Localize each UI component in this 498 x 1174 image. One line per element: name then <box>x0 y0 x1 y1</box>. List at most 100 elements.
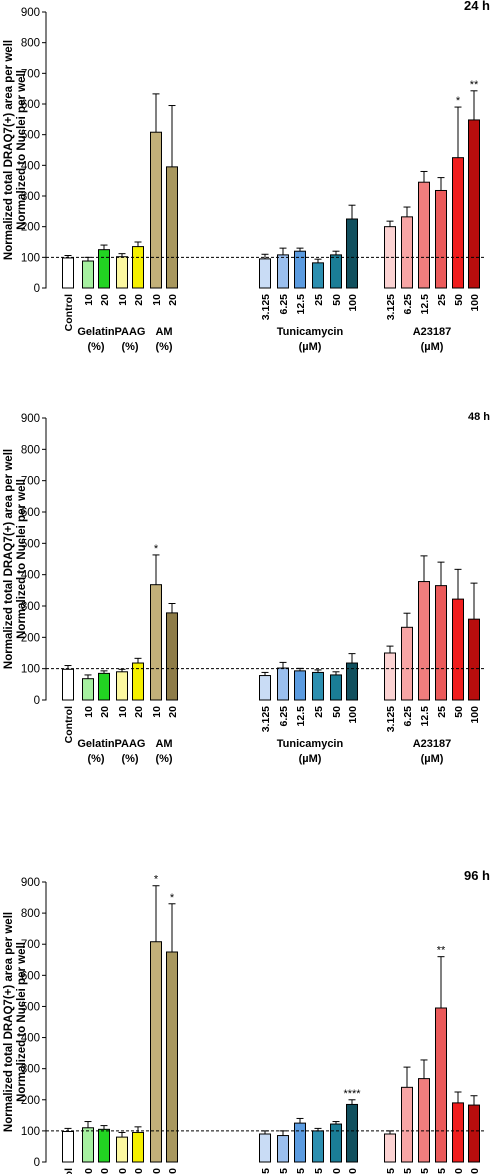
significance-label: * <box>154 543 159 555</box>
bar <box>62 257 74 289</box>
group-unit-label: (µM) <box>299 753 322 765</box>
bar <box>150 131 162 289</box>
group-label: Control <box>63 294 75 331</box>
y-tick-label: 600 <box>21 970 40 982</box>
group-label: Control <box>63 1168 75 1174</box>
bar <box>452 598 464 701</box>
x-tick-label: 10 <box>83 706 95 718</box>
bar <box>150 584 162 701</box>
x-tick-label: 3.125 <box>385 294 397 320</box>
group-label: A23187 <box>413 738 452 750</box>
group-label: Tunicamycin <box>277 326 344 338</box>
group-label: AM <box>155 738 172 750</box>
bar <box>259 675 271 701</box>
x-tick-label: 12.5 <box>295 706 307 727</box>
bar <box>132 246 144 289</box>
x-tick-label: 10 <box>83 1168 95 1174</box>
group-label: PAAG <box>115 326 146 338</box>
x-tick-label: 100 <box>347 294 359 312</box>
bar <box>346 1103 358 1163</box>
bar <box>116 256 128 289</box>
x-tick-label: 20 <box>133 1168 145 1174</box>
bar <box>418 1078 430 1163</box>
x-tick-label: 10 <box>117 294 129 306</box>
chart-panel-2: Normalized total DRAQ7(+) area per well N… <box>3 411 490 765</box>
x-tick-label: 25 <box>313 294 325 306</box>
y-tick-label: 900 <box>21 877 40 889</box>
x-tick-label: 25 <box>436 706 448 718</box>
x-tick-label: 20 <box>99 706 111 718</box>
significance-label: * <box>170 892 175 904</box>
x-tick-label: 3.125 <box>260 294 272 320</box>
y-tick-label: 100 <box>21 664 40 676</box>
y-tick-label: 900 <box>21 7 40 19</box>
bar <box>294 670 306 701</box>
bar <box>82 260 94 289</box>
group-label: Control <box>63 706 75 743</box>
x-tick-label: 25 <box>436 1168 448 1174</box>
x-tick-label: 10 <box>117 1168 129 1174</box>
x-tick-label: 6.25 <box>402 1168 414 1174</box>
bar <box>277 254 289 289</box>
y-tick-label: 800 <box>21 38 40 50</box>
x-tick-label: 12.5 <box>295 1168 307 1174</box>
y-tick-label: 0 <box>34 695 40 707</box>
y-tick-label: 200 <box>21 1095 40 1107</box>
bar <box>384 1133 396 1163</box>
significance-label: ** <box>470 79 479 91</box>
bar <box>418 181 430 289</box>
x-tick-label: 50 <box>331 1168 343 1174</box>
y-axis-label: Normalized total DRAQ7(+) area per well <box>3 449 15 669</box>
group-unit-label: (%) <box>155 341 172 353</box>
x-tick-label: 25 <box>313 1168 325 1174</box>
bar <box>116 1136 128 1163</box>
bar <box>294 1122 306 1163</box>
y-axis-label: Normalized to Nuclei per well <box>16 479 28 639</box>
bar <box>435 585 447 701</box>
bar <box>277 667 289 701</box>
x-tick-label: 10 <box>151 706 163 718</box>
bar <box>468 1104 480 1163</box>
x-tick-label: 100 <box>469 294 481 312</box>
x-tick-label: 3.125 <box>260 1168 272 1174</box>
bar <box>62 668 74 701</box>
y-tick-label: 700 <box>21 476 40 488</box>
bar <box>98 249 110 289</box>
x-tick-label: 12.5 <box>295 294 307 315</box>
y-tick-label: 200 <box>21 222 40 234</box>
bar <box>62 1131 74 1163</box>
x-tick-label: 10 <box>83 294 95 306</box>
group-label: Gelatin <box>77 326 115 338</box>
bar <box>312 1130 324 1163</box>
group-unit-label: (µM) <box>299 341 322 353</box>
bar <box>468 618 480 701</box>
group-unit-label: (%) <box>155 753 172 765</box>
y-tick-label: 500 <box>21 1001 40 1013</box>
bar <box>166 612 178 701</box>
significance-label: * <box>154 874 159 886</box>
bar <box>116 671 128 701</box>
y-tick-label: 400 <box>21 570 40 582</box>
x-tick-label: 3.125 <box>260 706 272 732</box>
group-label: Tunicamycin <box>277 738 344 750</box>
x-tick-label: 3.125 <box>385 1168 397 1174</box>
y-tick-label: 500 <box>21 538 40 550</box>
bar <box>294 250 306 289</box>
x-tick-label: 6.25 <box>278 1168 290 1174</box>
bar <box>401 1086 413 1163</box>
y-axis-label: Normalized to Nuclei per well <box>16 70 28 230</box>
bar <box>435 189 447 289</box>
x-tick-label: 20 <box>167 706 179 718</box>
significance-label: ** <box>437 945 446 957</box>
x-tick-label: 100 <box>469 1168 481 1174</box>
group-unit-label: (µM) <box>421 753 444 765</box>
y-tick-label: 0 <box>34 283 40 295</box>
bar <box>401 216 413 289</box>
x-tick-label: 20 <box>99 294 111 306</box>
y-tick-label: 900 <box>21 413 40 425</box>
y-tick-label: 200 <box>21 632 40 644</box>
x-tick-label: 20 <box>167 294 179 306</box>
bar <box>330 1123 342 1163</box>
group-unit-label: (µM) <box>421 341 444 353</box>
chart-title: 96 h <box>464 868 490 883</box>
